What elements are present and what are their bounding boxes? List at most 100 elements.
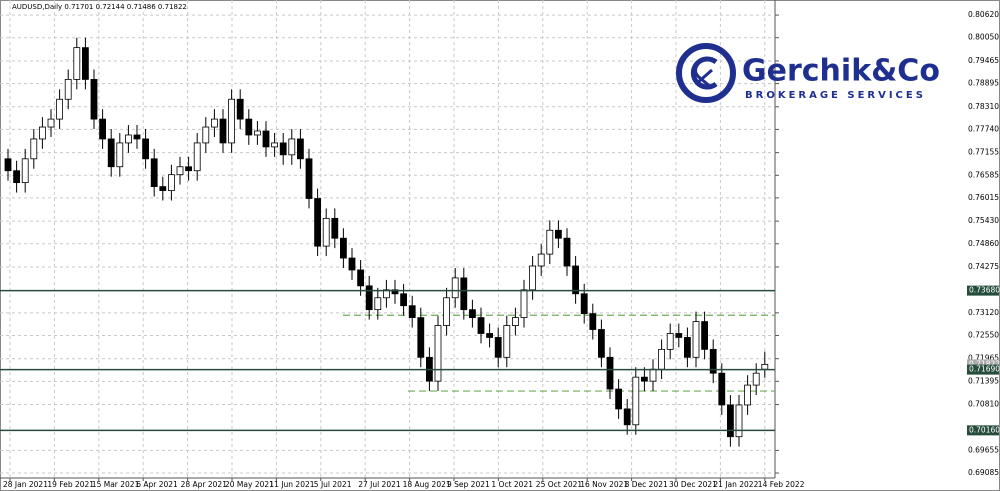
candle-body: [288, 138, 296, 156]
candle-body: [460, 277, 468, 311]
candle-body: [4, 158, 12, 172]
candle-body: [572, 265, 579, 295]
candle-body: [658, 348, 665, 370]
candle-body: [90, 79, 98, 120]
candle-body: [374, 297, 382, 311]
y-tick-label: 0.77155: [968, 148, 999, 157]
candle-body: [185, 166, 193, 172]
candle-body: [262, 130, 270, 148]
candle-body: [701, 321, 708, 350]
y-tick-label: 0.74275: [968, 262, 999, 271]
x-tick-label: 15 Mar 2021: [92, 480, 140, 489]
candle-body: [159, 186, 167, 191]
candle-body: [537, 253, 545, 267]
x-tick-label: 28 Apr 2021: [181, 480, 228, 489]
candle-body: [30, 138, 38, 160]
logo-tagline: BROKERAGE SERVICES: [745, 90, 926, 101]
candle-body: [727, 404, 734, 438]
candle-body: [176, 166, 184, 176]
candle-body: [305, 158, 313, 199]
x-tick-label: 8 Dec 2021: [625, 480, 668, 489]
candle-body: [365, 285, 373, 311]
level-label: 0.71690: [969, 365, 1000, 374]
x-tick-label: 6 Apr 2021: [136, 480, 178, 489]
candle-body: [615, 388, 622, 410]
candle-body: [589, 313, 597, 330]
candle-body: [82, 47, 89, 80]
candle-body: [400, 293, 408, 307]
candle-body: [641, 376, 648, 382]
candle-body: [322, 217, 330, 247]
y-tick-label: 0.72550: [968, 330, 999, 339]
candle-body: [73, 47, 81, 80]
candle-body: [107, 138, 115, 168]
candle-body: [357, 269, 365, 287]
candle-body: [56, 98, 63, 120]
x-tick-label: 30 Dec 2021: [669, 480, 717, 489]
candle-body: [555, 229, 562, 239]
candle-body: [279, 142, 287, 156]
logo-amp: [693, 63, 713, 90]
candle-body: [417, 317, 425, 358]
candle-body: [649, 368, 657, 382]
candle-body: [13, 170, 21, 184]
candle-body: [39, 126, 46, 140]
price-label: 0.71822: [969, 359, 1000, 368]
x-tick-label: 5 Jul 2021: [314, 480, 352, 489]
candle-body: [142, 138, 150, 160]
candle-body: [253, 130, 261, 136]
y-tick-label: 0.78310: [968, 102, 999, 111]
candle-body: [193, 142, 201, 172]
candle-body: [314, 198, 322, 247]
y-tick-label: 0.69085: [968, 468, 999, 477]
y-tick-label: 0.78895: [968, 79, 999, 88]
x-tick-label: 18 Aug 2021: [403, 480, 451, 489]
candle-body: [623, 408, 631, 426]
candle-body: [761, 363, 769, 370]
candle-body: [494, 337, 502, 358]
logo: Gerchik&Co BROKERAGE SERVICES: [676, 43, 940, 103]
candle-body: [202, 126, 210, 144]
x-tick-label: 9 Sep 2021: [447, 480, 490, 489]
price-label-box: [967, 359, 999, 370]
x-tick-label: 11 Jun 2021: [269, 480, 314, 489]
x-tick-label: 20 May 2021: [225, 480, 274, 489]
level-label-box: [967, 285, 999, 296]
y-tick-label: 0.79465: [968, 56, 999, 65]
candle-body: [296, 138, 304, 160]
x-tick-label: 16 Nov 2021: [580, 480, 628, 489]
candle-body: [331, 217, 339, 239]
y-tick-label: 0.76015: [968, 193, 999, 202]
candle-body: [684, 337, 691, 358]
y-tick-label: 0.71965: [968, 354, 999, 363]
y-tick-label: 0.69655: [968, 445, 999, 454]
x-tick-label: 14 Feb 2022: [758, 480, 805, 489]
y-tick-label: 0.71395: [968, 376, 999, 385]
logo-ring: [676, 43, 736, 103]
candle-body: [116, 142, 124, 168]
candle-body: [486, 333, 494, 338]
candle-body: [563, 237, 571, 267]
candle-body: [598, 329, 605, 358]
x-tick-label: 1 Oct 2021: [491, 480, 533, 489]
candle-body: [133, 134, 141, 140]
candle-body: [512, 317, 519, 326]
candle-body: [125, 134, 132, 144]
y-tick-label: 0.74860: [968, 239, 999, 248]
y-tick-label: 0.80620: [968, 10, 999, 19]
candle-body: [236, 98, 244, 120]
candle-body: [408, 305, 416, 319]
y-tick-label: 0.77740: [968, 124, 999, 133]
candle-body: [167, 174, 175, 191]
candle-body: [709, 348, 717, 374]
candle-body: [580, 293, 588, 315]
logo-name: Gerchik&Co: [742, 54, 940, 89]
level-label-box: [967, 425, 999, 436]
candle-body: [744, 384, 751, 406]
candle-body: [382, 289, 390, 299]
candle-body: [632, 376, 640, 426]
candle-body: [606, 356, 614, 390]
candle-body: [443, 297, 451, 326]
x-tick-label: 19 Feb 2021: [47, 480, 94, 489]
candle-body: [546, 229, 554, 255]
